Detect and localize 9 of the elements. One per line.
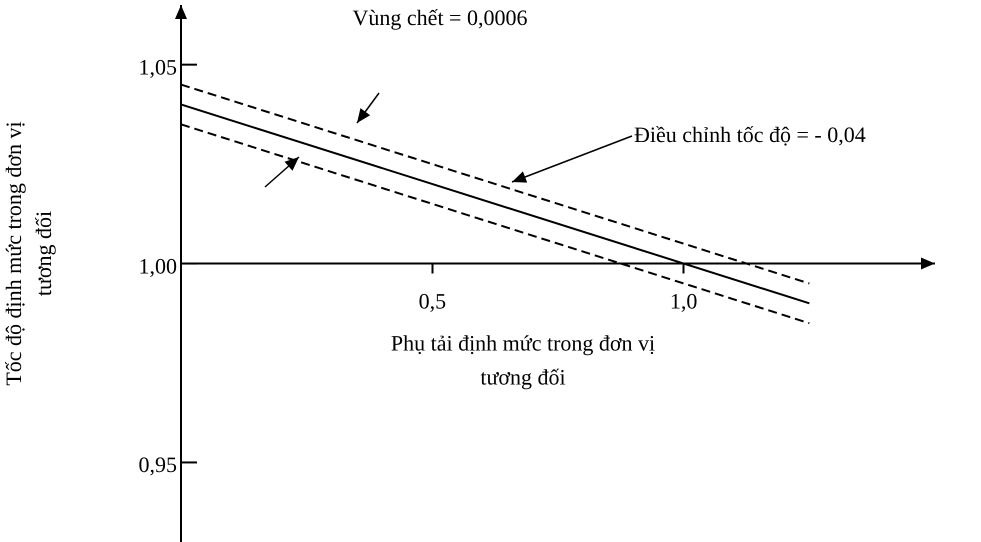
annotation: Điều chỉnh tốc độ = - 0,04 [634, 122, 866, 147]
y-tick-label: 1,05 [138, 54, 177, 80]
annotation: Vùng chết = 0,0006 [352, 4, 528, 30]
x-axis-title: Phụ tải định mức trong đơn vị tương đối [390, 330, 656, 390]
x-tick-label: 1,0 [670, 288, 698, 314]
y-tick-label: 1,00 [138, 253, 177, 278]
y-axis-title: Tốc độ định mức trong đơn vị tương đối [0, 121, 56, 386]
x-tick-label: 0,5 [418, 288, 446, 314]
y-tick-label: 0,95 [138, 452, 177, 478]
